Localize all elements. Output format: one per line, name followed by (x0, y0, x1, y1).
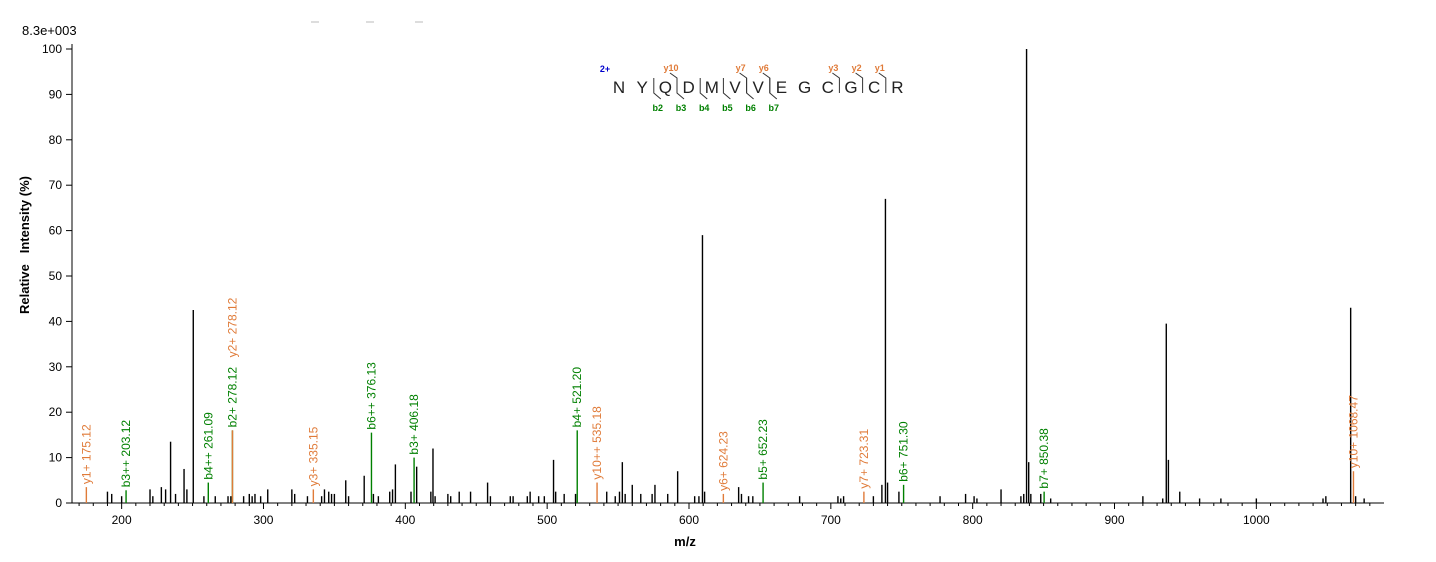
sequence-residue: C (868, 78, 880, 97)
x-tick-label: 200 (112, 513, 132, 527)
peak-label: b6+ 751.30 (897, 421, 911, 482)
sequence-residue: G (798, 78, 811, 97)
peak-label: y3+ 335.15 (306, 426, 320, 486)
peak-label: y6+ 624.23 (716, 431, 730, 491)
b-ion-marker: b7 (769, 103, 780, 113)
y-tick-label: 10 (49, 451, 63, 465)
peak-label: b5+ 652.23 (756, 419, 770, 480)
peak-label: y7+ 723.31 (857, 429, 871, 489)
peak-label: y10+ 1068.47 (1347, 395, 1361, 468)
x-tick-label: 300 (253, 513, 273, 527)
y-tick-label: 30 (49, 360, 63, 374)
y-ion-bracket (878, 72, 887, 93)
peak-label: b7+ 850.38 (1037, 428, 1051, 489)
sequence-residue: E (776, 78, 787, 97)
y-tick-label: 40 (49, 314, 63, 328)
peak-label: b4+ 521.20 (570, 367, 584, 428)
b-ion-marker: b6 (745, 103, 756, 113)
peak-label: b3++ 203.12 (119, 420, 133, 488)
x-axis-title: m/z (674, 534, 696, 549)
peak-label: b6++ 376.13 (365, 362, 379, 430)
y-tick-label: 50 (49, 269, 63, 283)
sequence-residue: V (729, 78, 741, 97)
y-ion-marker: y6 (759, 63, 769, 73)
b-ion-bracket (746, 78, 754, 100)
peak-label: b3+ 406.18 (407, 394, 421, 455)
sequence-residue: Y (637, 78, 648, 97)
y-axis: 0 10 20 30 40 50 60 70 80 90 100 (42, 42, 73, 510)
sequence-residue: M (705, 78, 719, 97)
y-ion-marker: y10 (663, 63, 678, 73)
max-intensity-label: 8.3e+003 (22, 23, 77, 38)
b-ion-bracket (653, 78, 662, 100)
x-tick-label: 600 (679, 513, 699, 527)
b-ion-marker: b4 (699, 103, 710, 113)
y-ion-marker: y1 (875, 63, 885, 73)
x-tick-label: 500 (537, 513, 557, 527)
charge-state: 2+ (600, 64, 610, 74)
b-ion-marker: b5 (722, 103, 733, 113)
sequence-residue: C (822, 78, 834, 97)
x-tick-label: 900 (1104, 513, 1124, 527)
peak-annotations: y1+ 175.12 b3++ 203.12 b4++ 261.09 b2+ 278.… (79, 297, 1360, 491)
peak-label: b4++ 261.09 (201, 412, 215, 480)
b-ion-bracket (699, 78, 708, 100)
sequence-residue: V (753, 78, 765, 97)
y-ion-marker: y7 (736, 63, 746, 73)
x-axis: 200 300 400 500 600 700 800 900 1000 (72, 502, 1384, 527)
y-tick-label: 80 (49, 133, 63, 147)
y-tick-label: 0 (55, 496, 62, 510)
y-tick-label: 20 (49, 405, 63, 419)
y-tick-label: 100 (42, 42, 62, 56)
y-ion-marker: y3 (828, 63, 838, 73)
y-axis-title: Relative Intensity (%) (17, 176, 32, 314)
sequence-residue: N (613, 78, 625, 97)
y-tick-label: 60 (49, 224, 63, 238)
peak-label: y2+ 278.12 (225, 297, 239, 357)
b-ion-marker: b3 (676, 103, 687, 113)
y-ion-bracket (855, 72, 864, 93)
y-tick-label: 90 (49, 87, 63, 101)
x-tick-label: 800 (963, 513, 983, 527)
y-tick-label: 70 (49, 178, 63, 192)
sequence-residue: R (891, 78, 903, 97)
y-ion-marker: y2 (852, 63, 862, 73)
x-tick-label: 700 (821, 513, 841, 527)
sequence-residue: G (844, 78, 857, 97)
x-tick-label: 400 (395, 513, 415, 527)
x-tick-label: 1000 (1243, 513, 1270, 527)
peak-label: b2+ 278.12 (225, 367, 239, 428)
b-ion-bracket (722, 78, 731, 100)
peaks (85, 49, 1365, 503)
peak-label: y1+ 175.12 (79, 424, 93, 484)
peak-label: y10++ 535.18 (590, 406, 604, 480)
b-ion-bracket (769, 78, 778, 100)
b-ion-marker: b2 (653, 103, 664, 113)
y-ion-bracket (832, 72, 840, 93)
sequence-residue: D (682, 78, 694, 97)
sequence-residue: Q (659, 78, 672, 97)
b-ion-bracket (676, 78, 685, 100)
